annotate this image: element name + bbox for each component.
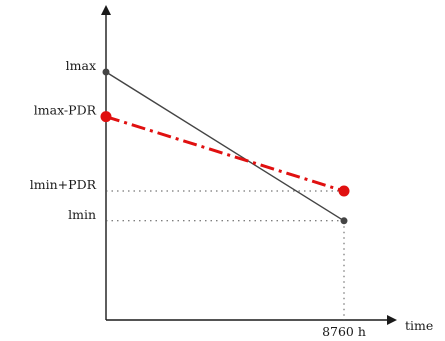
y-tick-label-lmin: lmin	[68, 207, 96, 222]
x-axis-label: time	[405, 318, 433, 333]
data-point-pdr-0	[100, 111, 112, 123]
data-point-pdr-1	[338, 185, 350, 197]
data-point-base-1	[340, 217, 348, 225]
y-tick-label-lmax_pdr: lmax-PDR	[34, 103, 97, 118]
x-tick-label-0: 8760 h	[322, 324, 366, 339]
series-line-pdr	[105, 115, 345, 193]
series-line-base	[105, 71, 345, 222]
y-tick-label-lmax: lmax	[66, 58, 96, 73]
y-tick-label-lmin_pdr: lmin+PDR	[30, 177, 97, 192]
data-point-base-0	[102, 68, 110, 76]
